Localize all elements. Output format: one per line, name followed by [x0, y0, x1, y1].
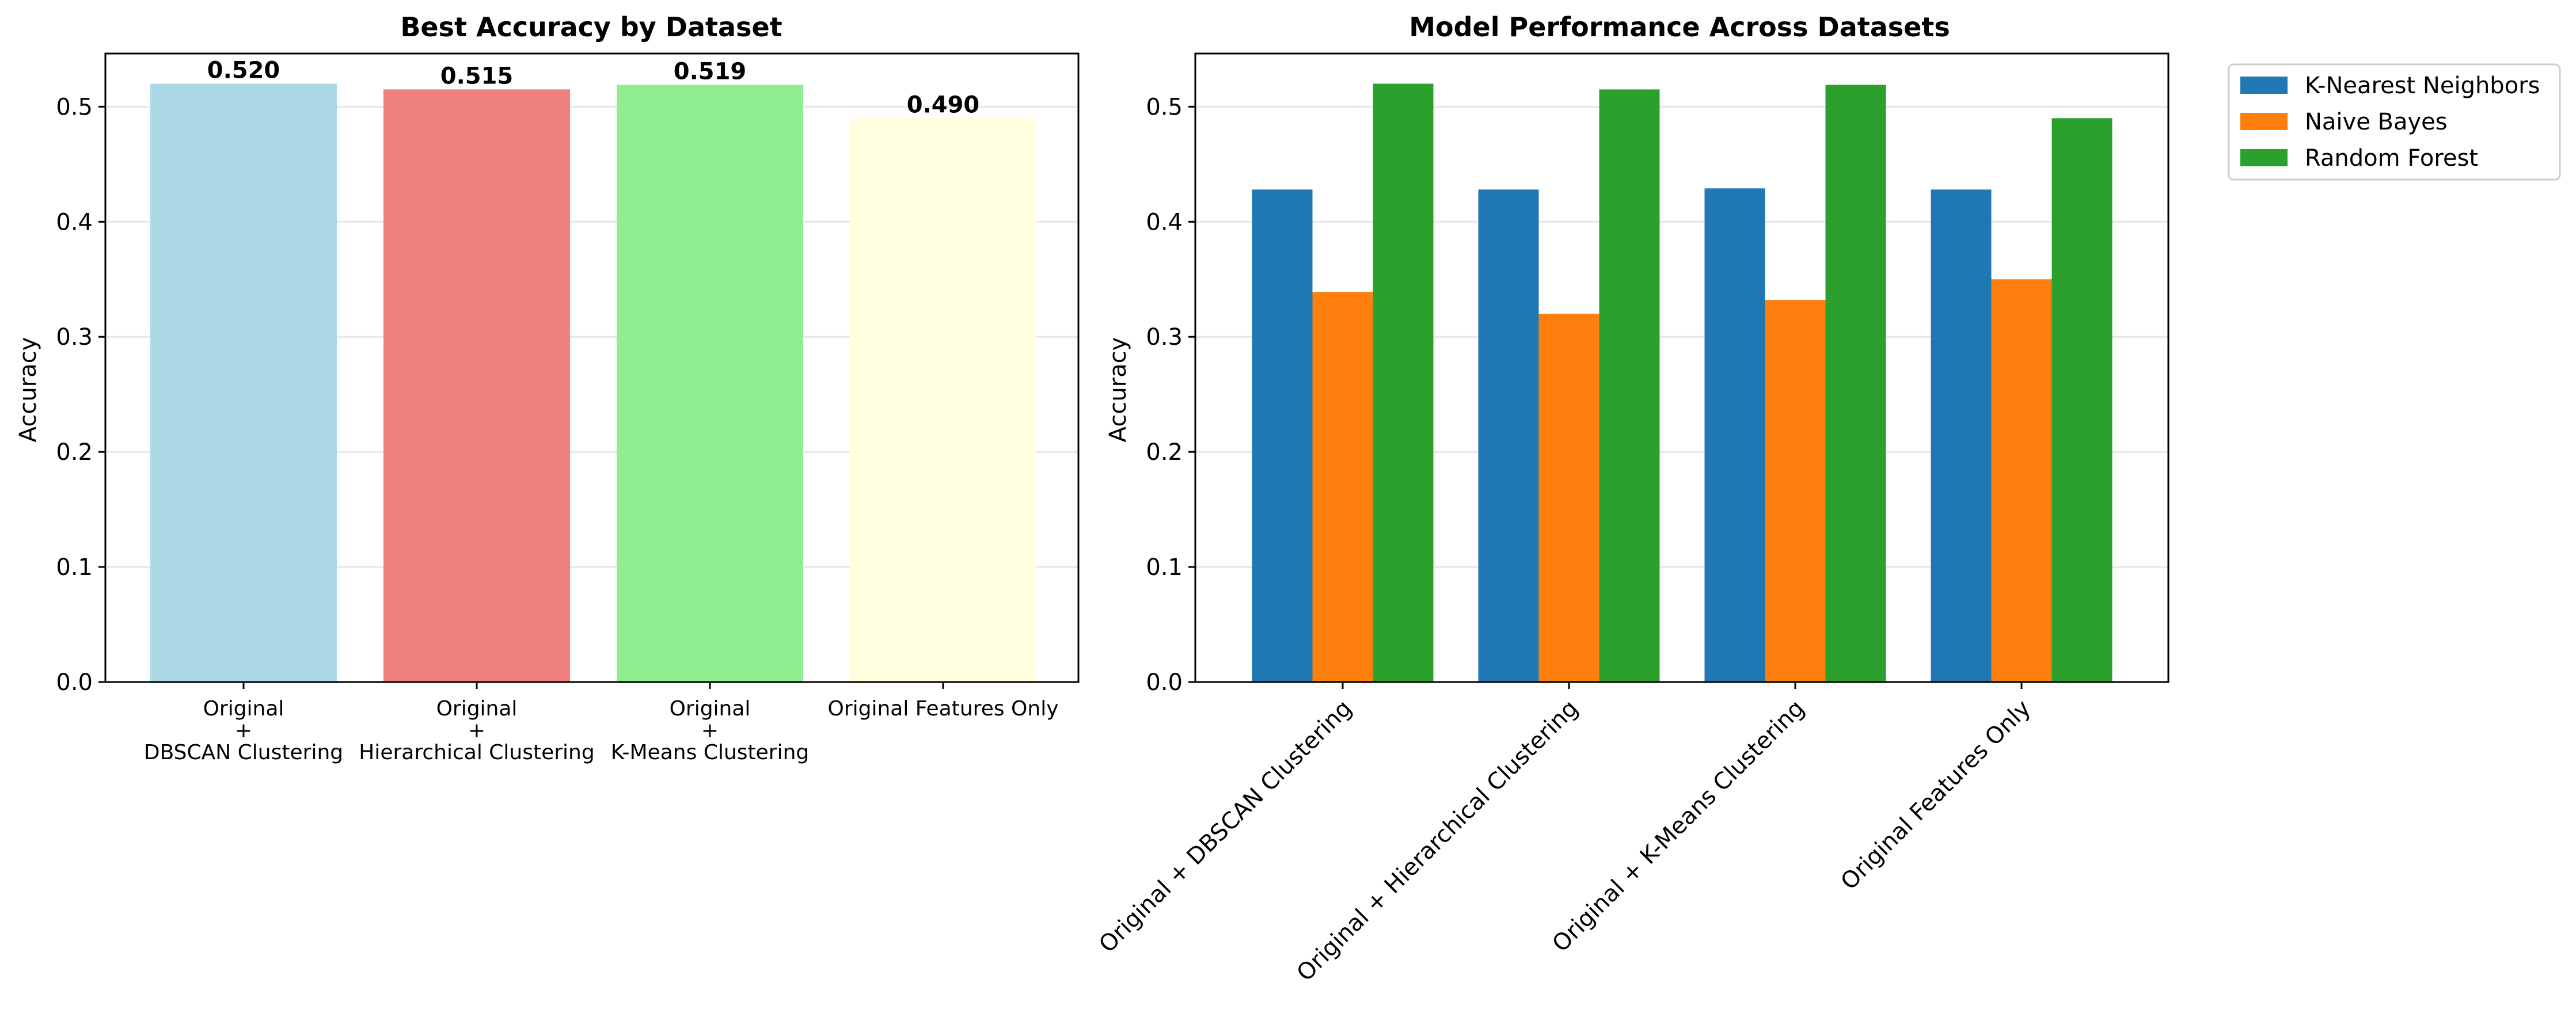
- right-ytick-label: 0.5: [1146, 94, 1183, 120]
- right-y-axis-label: Accuracy: [1105, 337, 1131, 443]
- best-accuracy-chart: Best Accuracy by Dataset Accuracy 0.520 0…: [15, 12, 1080, 764]
- left-ytick-label: 0.1: [56, 554, 93, 581]
- right-bar-k-nearest-neighbors: [1252, 189, 1313, 682]
- left-xtick-label: K-Means Clustering: [611, 741, 810, 764]
- right-bar-random-forest: [1599, 89, 1660, 682]
- left-bar: [383, 89, 570, 682]
- left-ytick-label: 0.4: [56, 209, 93, 235]
- right-bar-k-nearest-neighbors: [1931, 189, 1992, 682]
- right-ytick-label: 0.3: [1146, 324, 1183, 351]
- left-xtick-label: DBSCAN Clustering: [144, 741, 343, 764]
- left-ytick-label: 0.3: [56, 324, 93, 351]
- legend-box: [2228, 63, 2561, 181]
- right-bar-k-nearest-neighbors: [1478, 189, 1539, 682]
- right-bar-k-nearest-neighbors: [1704, 188, 1765, 682]
- legend-label: Random Forest: [2305, 145, 2478, 172]
- left-ytick-label: 0.0: [56, 669, 93, 696]
- left-xtick-label: +: [235, 719, 252, 742]
- legend-swatch: [2240, 77, 2288, 94]
- left-xtick-label: Original: [203, 697, 284, 721]
- left-xtick-label: Original Features Only: [827, 697, 1058, 721]
- legend-label: K-Nearest Neighbors: [2305, 73, 2540, 99]
- legend-swatch: [2240, 149, 2288, 166]
- left-bar: [617, 85, 803, 682]
- right-ytick-label: 0.0: [1146, 669, 1183, 696]
- right-bar-random-forest: [1825, 85, 1886, 682]
- left-xtick-label: +: [701, 719, 719, 742]
- left-y-axis-label: Accuracy: [15, 337, 41, 443]
- left-xtick-label: Original: [436, 697, 518, 721]
- left-value-label: 0.490: [907, 92, 980, 118]
- left-value-label: 0.519: [674, 58, 747, 85]
- right-bar-naive-bayes: [1991, 279, 2052, 682]
- right-ytick-label: 0.4: [1146, 209, 1183, 235]
- left-value-label: 0.520: [207, 57, 280, 83]
- left-bar: [850, 118, 1036, 683]
- right-bar-naive-bayes: [1538, 314, 1599, 682]
- left-xtick-label: Hierarchical Clustering: [359, 741, 594, 764]
- right-plot-frame: [1194, 52, 2170, 683]
- left-plot-frame: [104, 52, 1080, 683]
- left-ytick-label: 0.5: [56, 94, 93, 120]
- left-xtick-label: +: [468, 719, 485, 742]
- right-bar-random-forest: [1373, 83, 1434, 682]
- right-ytick-label: 0.2: [1146, 439, 1183, 466]
- legend-label: Naive Bayes: [2305, 109, 2448, 135]
- right-ytick-label: 0.1: [1146, 554, 1183, 581]
- left-ytick-label: 0.2: [56, 439, 93, 466]
- right-bar-random-forest: [2051, 118, 2113, 683]
- left-xtick-label: Original: [670, 697, 751, 721]
- legend: K-Nearest Neighbors Naive Bayes Random For…: [2228, 63, 2561, 181]
- right-bar-naive-bayes: [1765, 300, 1826, 682]
- left-chart-title: Best Accuracy by Dataset: [400, 12, 782, 43]
- right-bar-naive-bayes: [1312, 292, 1373, 682]
- right-chart-title: Model Performance Across Datasets: [1409, 12, 1950, 43]
- legend-swatch: [2240, 113, 2288, 130]
- left-value-label: 0.515: [440, 63, 514, 89]
- left-bar: [150, 83, 337, 682]
